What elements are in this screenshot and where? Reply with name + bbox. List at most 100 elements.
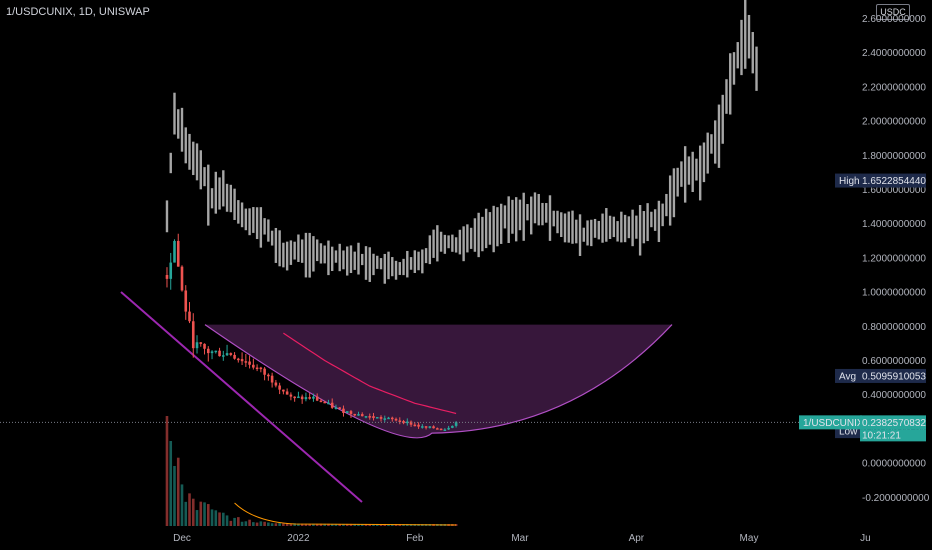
candle-body [353, 413, 357, 416]
overlay-bar [165, 200, 169, 233]
overlay-bar [653, 209, 657, 231]
high-tag-name-bg [835, 173, 861, 188]
overlay-bar [188, 133, 191, 170]
volume-bar [315, 523, 319, 526]
candle-body [214, 350, 218, 353]
y-tick-label: -0.2000000000 [862, 493, 930, 504]
candle-body [267, 374, 270, 377]
overlay-bar [300, 239, 304, 263]
overlay-bar [466, 224, 469, 253]
overlay-bar [751, 32, 754, 74]
overlay-bar [755, 46, 758, 91]
y-tick-label: 2.0000000000 [862, 117, 926, 128]
y-tick-label: 1.4000000000 [862, 219, 926, 230]
overlay-bar [698, 145, 702, 201]
x-axis: Dec 2022 Feb Mar Apr May Ju [173, 533, 871, 544]
volume-bar [240, 521, 244, 526]
overlay-bar [327, 240, 330, 276]
overlay-bar [177, 109, 180, 139]
overlay-series [165, 0, 758, 284]
overlay-bar [729, 53, 732, 115]
overlay-bar [282, 242, 285, 268]
candle-body [165, 275, 169, 279]
overlay-bar [353, 251, 356, 270]
volume-bar [297, 523, 300, 526]
candle-body [270, 375, 274, 383]
candle-body [342, 408, 345, 413]
overlay-bar [252, 207, 255, 233]
candle-body [229, 353, 233, 355]
volume-bar [255, 522, 259, 526]
candle-body [360, 414, 364, 417]
downtrend-line[interactable] [120, 291, 363, 503]
overlay-bar [732, 52, 736, 85]
high-tag-name: High [839, 176, 860, 187]
volume-bar [252, 522, 255, 526]
overlay-bar [402, 258, 405, 276]
overlay-bar [560, 212, 563, 237]
avg-price-tag: Avg 0.5095910053 [835, 368, 926, 383]
avg-tag-value: 0.5095910053 [862, 371, 926, 382]
overlay-bar [229, 184, 233, 213]
overlay-bar [469, 227, 473, 249]
overlay-bar [492, 205, 495, 253]
overlay-bar [646, 203, 649, 242]
overlay-bar [308, 232, 311, 278]
overlay-bar [672, 168, 676, 218]
candle-body [289, 394, 293, 397]
overlay-bar [338, 243, 341, 272]
overlay-bar [635, 215, 638, 239]
candle-body [383, 418, 387, 420]
overlay-bar [406, 250, 409, 278]
overlay-bar [285, 241, 289, 271]
overlay-bar [608, 215, 612, 239]
overlay-bar [207, 164, 210, 226]
y-tick-label: 0.4000000000 [862, 390, 926, 401]
volume-bar [195, 510, 199, 526]
volume-bar [364, 523, 368, 526]
overlay-bar [514, 197, 518, 242]
overlay-bar [451, 234, 454, 252]
candle-body [398, 420, 402, 422]
candle-body [285, 391, 289, 395]
overlay-bar [473, 218, 477, 252]
overlay-bar [582, 227, 585, 242]
candle-body [304, 397, 308, 400]
avg-tag-name-bg [835, 368, 861, 383]
volume-bar [263, 521, 266, 526]
candle-body [218, 350, 221, 357]
y-tick-label: 2.6000000000 [862, 14, 926, 25]
overlay-bar [687, 156, 691, 185]
overlay-bar [650, 211, 653, 228]
overlay-bar [357, 242, 360, 275]
volume-bar [199, 501, 203, 526]
overlay-bar [533, 192, 537, 224]
candle-body [206, 348, 210, 354]
x-tick-label: May [740, 533, 759, 544]
volume-bar [345, 523, 349, 526]
candle-body [225, 353, 229, 356]
candle-body [394, 418, 398, 421]
candle-body [364, 416, 368, 418]
volume-bar [176, 457, 180, 526]
overlay-bar [428, 235, 432, 265]
volume-bar [214, 510, 218, 526]
overlay-bar [319, 243, 323, 264]
overlay-bar [210, 188, 214, 209]
overlay-bar [432, 229, 435, 258]
candle-body [252, 364, 255, 368]
currency-badge[interactable]: USDC [876, 4, 910, 20]
cup-pattern-curve [204, 324, 673, 439]
y-tick-label: 2.2000000000 [862, 82, 926, 93]
overlay-bar [503, 205, 507, 229]
candle-body [237, 358, 240, 361]
volume-bar [222, 512, 225, 526]
candle-body [278, 385, 281, 390]
overlay-bar [180, 107, 184, 152]
candle-body [345, 411, 349, 413]
overlay-bar [237, 200, 240, 224]
overlay-bar [518, 199, 522, 231]
y-tick-label: 2.4000000000 [862, 48, 926, 59]
